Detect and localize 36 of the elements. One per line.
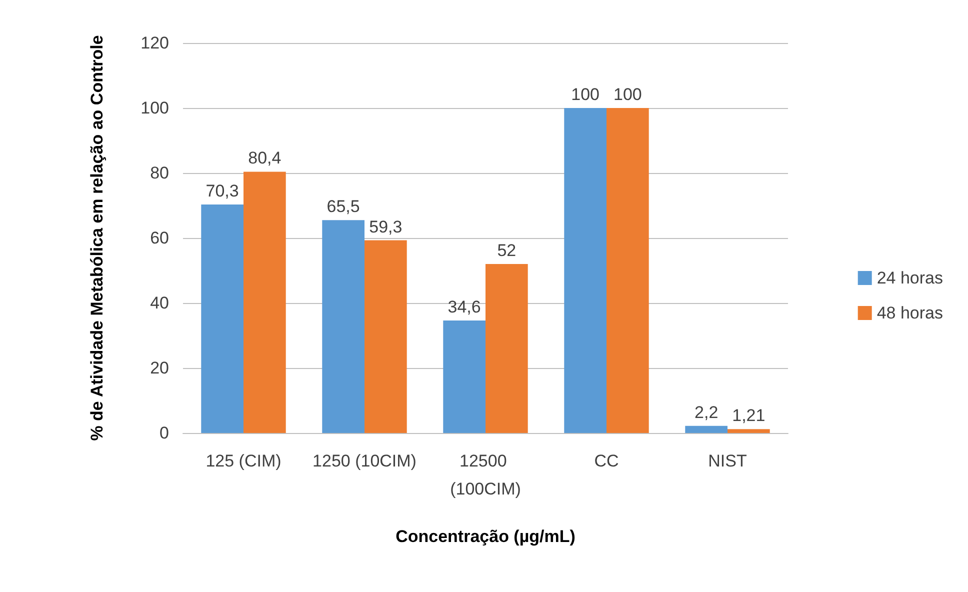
x-tick-label: 125 (CIM) bbox=[206, 452, 282, 470]
data-label: 34,6 bbox=[448, 298, 481, 317]
y-tick-label: 60 bbox=[150, 228, 169, 248]
x-tick-label: 12500 (100CIM) bbox=[450, 452, 521, 498]
bar bbox=[322, 220, 364, 433]
bar bbox=[201, 204, 244, 433]
data-label: 2,2 bbox=[694, 402, 718, 422]
y-tick-label: 80 bbox=[150, 164, 169, 182]
y-tick-label: 120 bbox=[140, 34, 169, 52]
data-label: 80,4 bbox=[248, 148, 282, 168]
data-label: 100 bbox=[571, 85, 600, 104]
bar bbox=[606, 108, 649, 433]
legend-label: 24 horas bbox=[876, 268, 944, 288]
x-axis-title: Concentração (µg/mL) bbox=[396, 527, 576, 546]
data-label: 100 bbox=[613, 85, 642, 104]
bar bbox=[244, 172, 286, 433]
y-tick-label: 100 bbox=[140, 98, 169, 118]
x-tick-label: CC bbox=[594, 452, 619, 470]
bar bbox=[486, 264, 528, 433]
data-label: 1,21 bbox=[732, 406, 766, 426]
bar bbox=[564, 108, 606, 433]
bar bbox=[364, 240, 407, 433]
data-label: 52 bbox=[497, 241, 516, 260]
x-tick-label: 1250 (10CIM) bbox=[312, 452, 416, 470]
data-label: 59,3 bbox=[369, 217, 402, 236]
legend-label: 48 horas bbox=[876, 304, 944, 322]
x-tick-label: NIST bbox=[708, 452, 747, 470]
y-tick-label: 20 bbox=[150, 358, 169, 378]
data-label: 65,5 bbox=[326, 197, 360, 216]
data-label: 70,3 bbox=[206, 182, 239, 201]
y-tick-label: 0 bbox=[160, 424, 169, 442]
y-tick-label: 40 bbox=[150, 294, 169, 312]
y-axis-title: % de Atividade Metabólica em relação ao Controle bbox=[88, 35, 106, 441]
bar bbox=[443, 320, 486, 433]
bar bbox=[685, 426, 728, 433]
bar bbox=[728, 429, 770, 433]
